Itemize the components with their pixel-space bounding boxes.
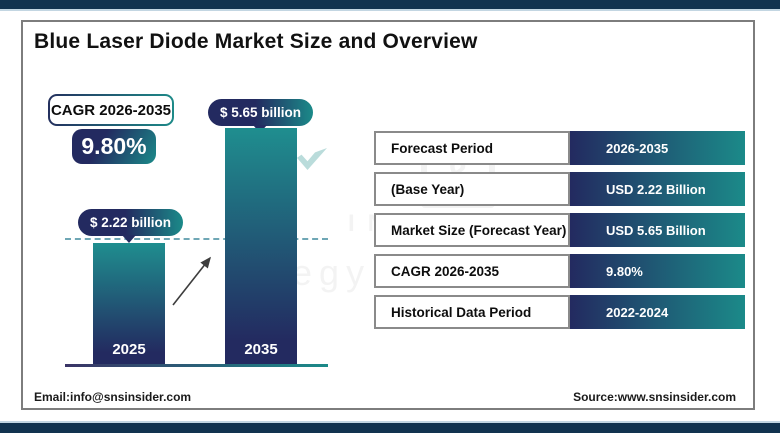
bottom-brand-bar <box>0 423 780 433</box>
market-spec-table: Forecast Period 2026-2035 (Base Year) US… <box>374 131 745 336</box>
row-label: (Base Year) <box>374 172 570 206</box>
reference-dashed-line <box>65 238 328 240</box>
bar-2025: 2025 <box>93 243 165 365</box>
bar-year-label-2025: 2025 <box>112 341 146 358</box>
row-label: Historical Data Period <box>374 295 570 329</box>
bar-2035: 2035 <box>225 128 297 365</box>
row-label: Market Size (Forecast Year) <box>374 213 570 247</box>
row-label: Forecast Period <box>374 131 570 165</box>
bar-year-label-2035: 2035 <box>244 341 278 358</box>
top-brand-bar-accent <box>0 9 780 11</box>
bar-callout-2025: $ 2.22 billion <box>78 209 183 236</box>
bar-callout-2035: $ 5.65 billion <box>208 99 313 126</box>
cagr-value-badge: 9.80% <box>72 129 156 164</box>
growth-arrow-icon <box>172 256 211 306</box>
footer-email: Email:info@snsinsider.com <box>34 390 192 404</box>
table-row: Market Size (Forecast Year) USD 5.65 Bil… <box>374 213 745 247</box>
row-value: 2022-2024 <box>570 295 745 329</box>
x-axis-line <box>65 364 328 367</box>
bottom-brand-bar-accent <box>0 421 780 423</box>
cagr-label-box: CAGR 2026-2035 <box>48 94 174 126</box>
row-value: USD 5.65 Billion <box>570 213 745 247</box>
row-value: USD 2.22 Billion <box>570 172 745 206</box>
page-title: Blue Laser Diode Market Size and Overvie… <box>34 30 478 53</box>
row-value: 2026-2035 <box>570 131 745 165</box>
row-value: 9.80% <box>570 254 745 288</box>
row-label: CAGR 2026-2035 <box>374 254 570 288</box>
table-row: Forecast Period 2026-2035 <box>374 131 745 165</box>
table-row: (Base Year) USD 2.22 Billion <box>374 172 745 206</box>
footer-source: Source:www.snsinsider.com <box>573 390 736 404</box>
cagr-label: CAGR 2026-2035 <box>50 96 172 124</box>
callout-pointer-2025 <box>122 235 136 243</box>
top-brand-bar <box>0 0 780 9</box>
table-row: Historical Data Period 2022-2024 <box>374 295 745 329</box>
table-row: CAGR 2026-2035 9.80% <box>374 254 745 288</box>
